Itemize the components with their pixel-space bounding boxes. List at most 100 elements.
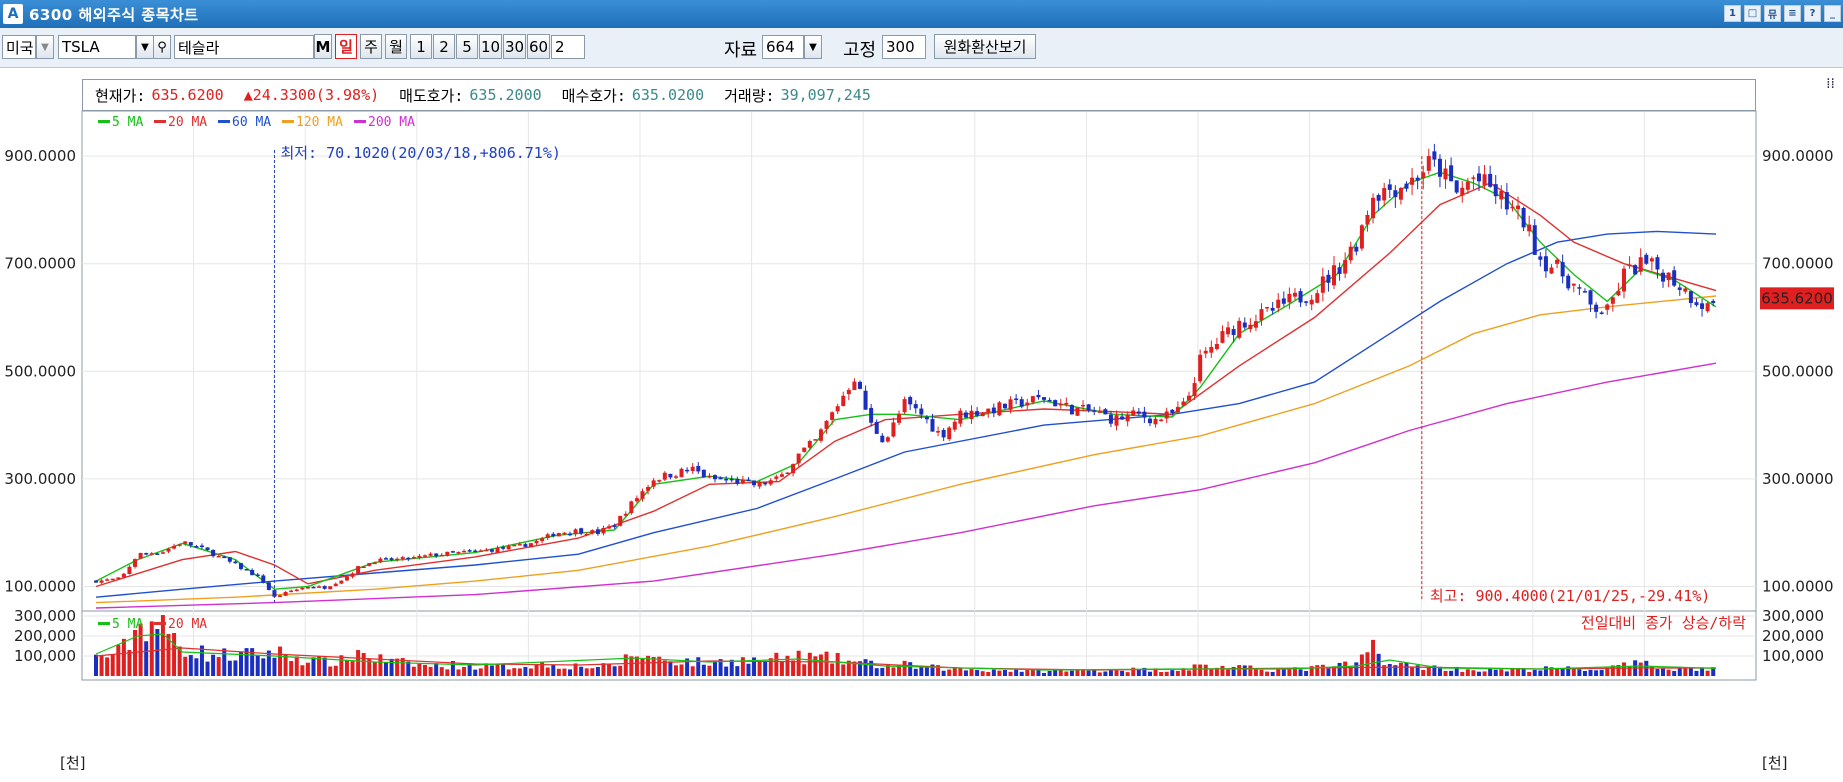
candle-body bbox=[1493, 184, 1498, 197]
stock-chart[interactable]: 100.0000 300.0000 500.0000 700.0000 900.0000… bbox=[0, 68, 1843, 782]
volume-bar bbox=[824, 651, 829, 676]
volume-bar bbox=[1588, 669, 1593, 676]
volume-bar bbox=[963, 670, 968, 676]
candle-body bbox=[1187, 395, 1192, 401]
period-1min-button[interactable]: 1 bbox=[410, 34, 432, 59]
volume-axis-right: 100,000 200,000 300,000 bbox=[1762, 607, 1824, 665]
period-day-button[interactable]: 일 bbox=[335, 34, 357, 59]
period-60min-button[interactable]: 60 bbox=[527, 34, 550, 59]
candle-body bbox=[573, 529, 578, 535]
candle-body bbox=[1476, 173, 1481, 182]
volume-bar bbox=[110, 654, 115, 676]
volume-bar bbox=[863, 659, 868, 676]
price-tick-label: 100.0000 bbox=[1762, 577, 1834, 595]
volume-bar bbox=[367, 658, 372, 676]
candle-body bbox=[406, 557, 411, 560]
market-select[interactable]: 미국 bbox=[2, 35, 36, 59]
candle-body bbox=[261, 575, 266, 583]
candle-body bbox=[495, 547, 500, 553]
volume-bar bbox=[679, 664, 684, 676]
candle-body bbox=[1410, 177, 1415, 185]
candle-body bbox=[1421, 172, 1426, 179]
data-count-dropdown-icon[interactable]: ▼ bbox=[804, 35, 822, 59]
volume-bar bbox=[222, 648, 227, 676]
market-dropdown-icon[interactable]: ▼ bbox=[36, 35, 54, 59]
expand-panel-icon[interactable]: ⁞⁞ bbox=[1826, 76, 1835, 92]
volume-tick-label: 100,000 bbox=[14, 647, 76, 665]
candle-body bbox=[891, 422, 896, 437]
candle-body bbox=[473, 550, 478, 553]
volume-bar bbox=[947, 669, 952, 676]
window-number-button[interactable]: 1 bbox=[1724, 5, 1741, 22]
volume-bar bbox=[1075, 670, 1080, 676]
candle-body bbox=[1019, 399, 1024, 407]
period-10min-button[interactable]: 10 bbox=[479, 34, 502, 59]
krw-convert-button[interactable]: 원화환산보기 bbox=[934, 34, 1036, 59]
volume-bar bbox=[361, 653, 366, 676]
fixed-value-input[interactable]: 300 bbox=[882, 35, 926, 59]
period-30min-button[interactable]: 30 bbox=[503, 34, 526, 59]
period-5min-button[interactable]: 5 bbox=[456, 34, 478, 59]
window-pin-button[interactable]: 뮤 bbox=[1764, 5, 1781, 22]
volume-tick-label: 300,000 bbox=[1762, 607, 1824, 625]
candle-body bbox=[1315, 293, 1320, 303]
volume-bar bbox=[685, 658, 690, 676]
volume-bar bbox=[333, 665, 338, 676]
candle-body bbox=[300, 587, 305, 590]
candle-body bbox=[1292, 292, 1297, 297]
candle-body bbox=[305, 587, 310, 589]
volume-bar bbox=[199, 645, 204, 676]
candle-body bbox=[1644, 254, 1649, 264]
candle-body bbox=[144, 553, 149, 555]
candle-body bbox=[779, 474, 784, 477]
period-month-button[interactable]: 월 bbox=[385, 34, 407, 59]
m-button[interactable]: M bbox=[314, 34, 332, 59]
price-axis-left: 100.0000 300.0000 500.0000 700.0000 900.0000 bbox=[4, 147, 76, 595]
volume-bar bbox=[339, 655, 344, 676]
candle-body bbox=[133, 559, 138, 567]
volume-bar bbox=[172, 633, 177, 676]
candle-body bbox=[835, 406, 840, 412]
volume-axis-left: 100,000 200,000 300,000 bbox=[14, 607, 76, 665]
period-custom-input[interactable]: 2 bbox=[551, 35, 585, 59]
window-restore-button[interactable]: □ bbox=[1744, 5, 1761, 22]
volume-legend-label: 5 MA bbox=[112, 617, 143, 632]
high-annotation: 최고: 900.4000(21/01/25,-29.41%) bbox=[1430, 587, 1710, 605]
volume-bar bbox=[1471, 670, 1476, 676]
candle-body bbox=[1097, 411, 1102, 413]
period-2min-button[interactable]: 2 bbox=[433, 34, 455, 59]
quote-info-bar: 현재가: 635.6200 ▲ 24.3300(3.98%) 매도호가: 635… bbox=[82, 79, 1756, 111]
volume-bar bbox=[1002, 669, 1007, 676]
data-count-input[interactable]: 664 bbox=[762, 35, 804, 59]
volume-bar bbox=[852, 661, 857, 676]
candle-body bbox=[1387, 184, 1392, 190]
volume-legend-label: 20 MA bbox=[168, 617, 207, 632]
volume-bar bbox=[1159, 672, 1164, 676]
price-tick-label: 700.0000 bbox=[1762, 255, 1834, 273]
symbol-input[interactable]: TSLA bbox=[58, 35, 136, 59]
window-minimize-button[interactable]: _ bbox=[1824, 5, 1841, 22]
candle-body bbox=[991, 407, 996, 414]
volume-bar bbox=[1610, 665, 1615, 676]
volume-bar bbox=[779, 661, 784, 676]
volume-bar bbox=[1700, 667, 1705, 676]
period-week-button[interactable]: 주 bbox=[360, 34, 382, 59]
candle-body bbox=[657, 480, 662, 482]
window-help-button[interactable]: ? bbox=[1804, 5, 1821, 22]
volume-bar bbox=[1231, 667, 1236, 676]
candle-body bbox=[1287, 293, 1292, 303]
symbol-dropdown-icon[interactable]: ▼ bbox=[136, 35, 154, 59]
window-menu-button[interactable]: ≡ bbox=[1784, 5, 1801, 22]
candle-body bbox=[1521, 208, 1526, 228]
volume-bar bbox=[696, 657, 701, 676]
candle-body bbox=[796, 453, 801, 464]
window-title: 6300 해외주식 종목차트 bbox=[29, 5, 199, 24]
volume-bar bbox=[1175, 670, 1180, 676]
volume-bar bbox=[523, 666, 528, 676]
volume-bar bbox=[489, 665, 494, 676]
volume-value: 39,097,245 bbox=[780, 86, 871, 104]
candle-body bbox=[1443, 168, 1448, 180]
candle-body bbox=[1053, 400, 1058, 407]
volume-legend-swatch bbox=[98, 622, 110, 625]
search-icon[interactable]: ⚲ bbox=[153, 35, 171, 59]
